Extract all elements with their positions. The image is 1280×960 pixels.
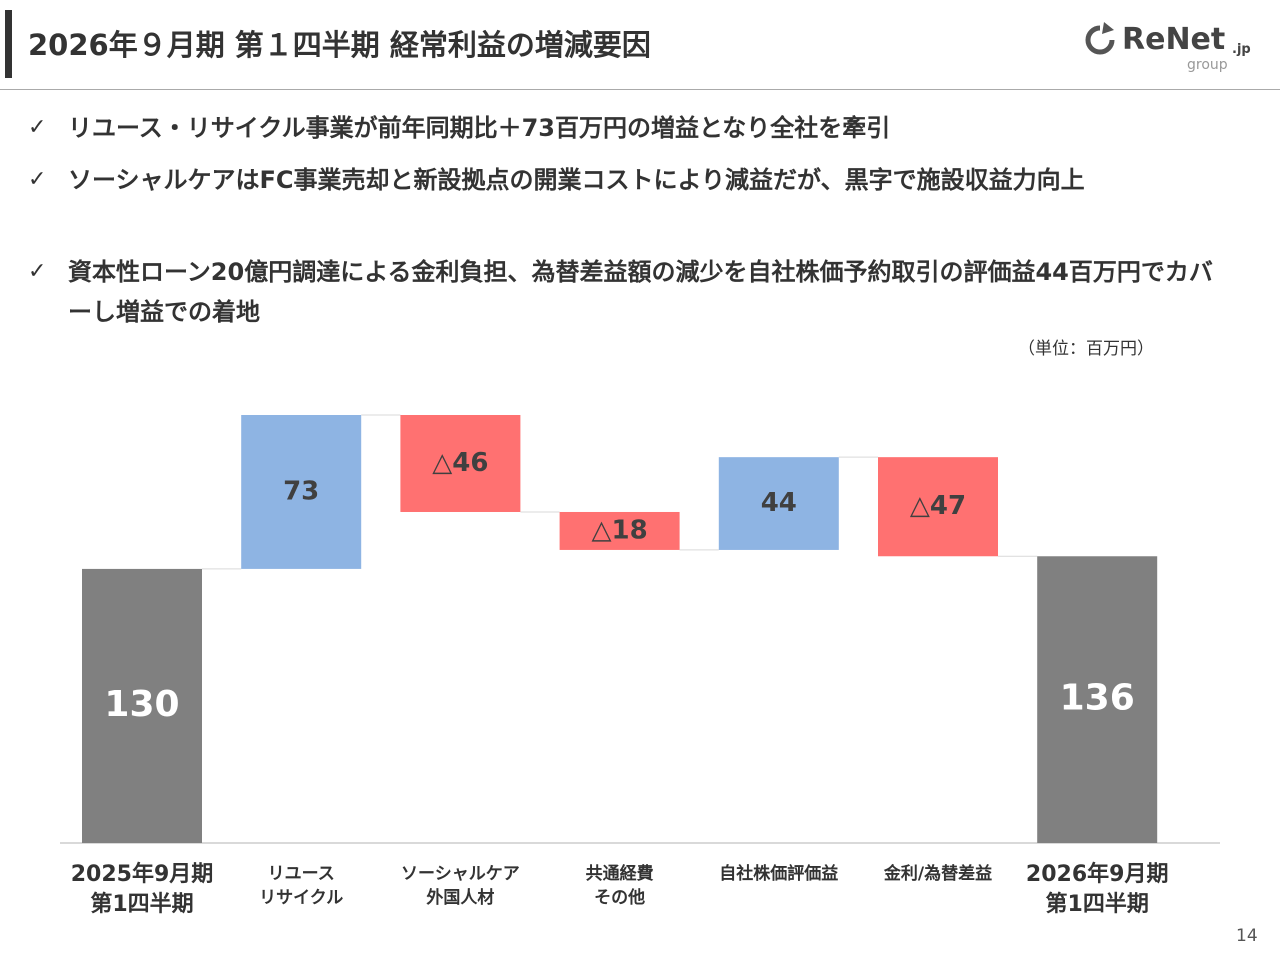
check: ✓ xyxy=(28,167,47,192)
bar xyxy=(241,415,362,569)
bullet: ソーシャルケアはFC事業売却と新設拠点の開業コストにより減益だが、黒字で施設収益… xyxy=(68,166,1085,194)
bullet: 資本性ローン20億円調達による金利負担、為替差益額の減少を自社株価予約取引の評価… xyxy=(68,258,1213,326)
unit-label: （単位：百万円） xyxy=(1018,339,1154,359)
category-label: 共通経費 その他 xyxy=(585,864,654,908)
bar xyxy=(400,415,521,512)
bullet: リユース・リサイクル事業が前年同期比＋73百万円の増益となり全社を牽引 xyxy=(68,114,891,142)
slide-title: 2026年９月期 第１四半期 経常利益の増減要因 xyxy=(28,28,651,62)
value-label: 73 xyxy=(283,476,319,506)
logo-sub: group xyxy=(1187,57,1228,73)
check: ✓ xyxy=(28,259,47,284)
category-label: 2026年9月期 第1四半期 xyxy=(1025,862,1169,917)
value-label: △46 xyxy=(432,448,488,478)
value-label: 130 xyxy=(104,684,179,725)
header-rule xyxy=(0,89,1280,90)
page-number: 14 xyxy=(1236,926,1258,946)
category-label: 2025年9月期 第1四半期 xyxy=(70,862,214,917)
logo-name: ReNet xyxy=(1122,22,1226,57)
title-accent xyxy=(5,10,12,78)
value-label: 136 xyxy=(1060,678,1135,719)
bar xyxy=(559,511,680,550)
check: ✓ xyxy=(28,115,47,140)
bar xyxy=(82,568,202,843)
category-label: ソーシャルケア 外国人材 xyxy=(401,864,520,908)
logo-suffix: .jp xyxy=(1232,42,1251,57)
bar xyxy=(718,457,839,550)
value-label: △47 xyxy=(910,491,966,521)
category-label: 自社株価評価益 xyxy=(719,864,839,884)
bar xyxy=(1037,556,1158,843)
logo-icon xyxy=(1085,22,1115,55)
value-label: 44 xyxy=(761,488,797,518)
bar xyxy=(878,457,998,557)
value-label: △18 xyxy=(592,515,648,545)
category-label: リユース リサイクル xyxy=(259,864,344,908)
category-label: 金利/為替差益 xyxy=(883,864,993,884)
